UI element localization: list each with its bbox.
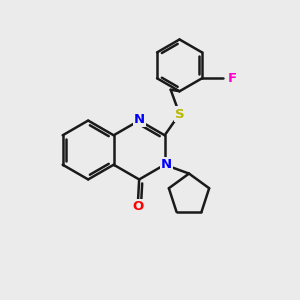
Text: S: S xyxy=(175,108,184,121)
Text: O: O xyxy=(132,200,143,213)
Text: F: F xyxy=(228,72,237,85)
Text: N: N xyxy=(160,158,172,171)
Text: N: N xyxy=(134,112,145,126)
